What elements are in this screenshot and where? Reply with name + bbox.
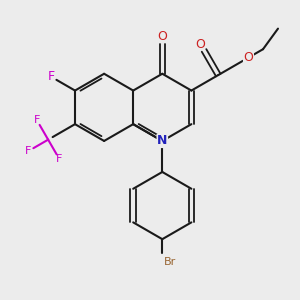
Text: Br: Br [164, 257, 177, 267]
Text: F: F [25, 146, 32, 156]
Text: F: F [56, 154, 63, 164]
Text: N: N [157, 134, 167, 148]
Text: O: O [158, 30, 167, 43]
Text: F: F [48, 70, 55, 83]
Text: O: O [196, 38, 206, 51]
Text: O: O [244, 51, 254, 64]
Text: F: F [34, 115, 40, 125]
